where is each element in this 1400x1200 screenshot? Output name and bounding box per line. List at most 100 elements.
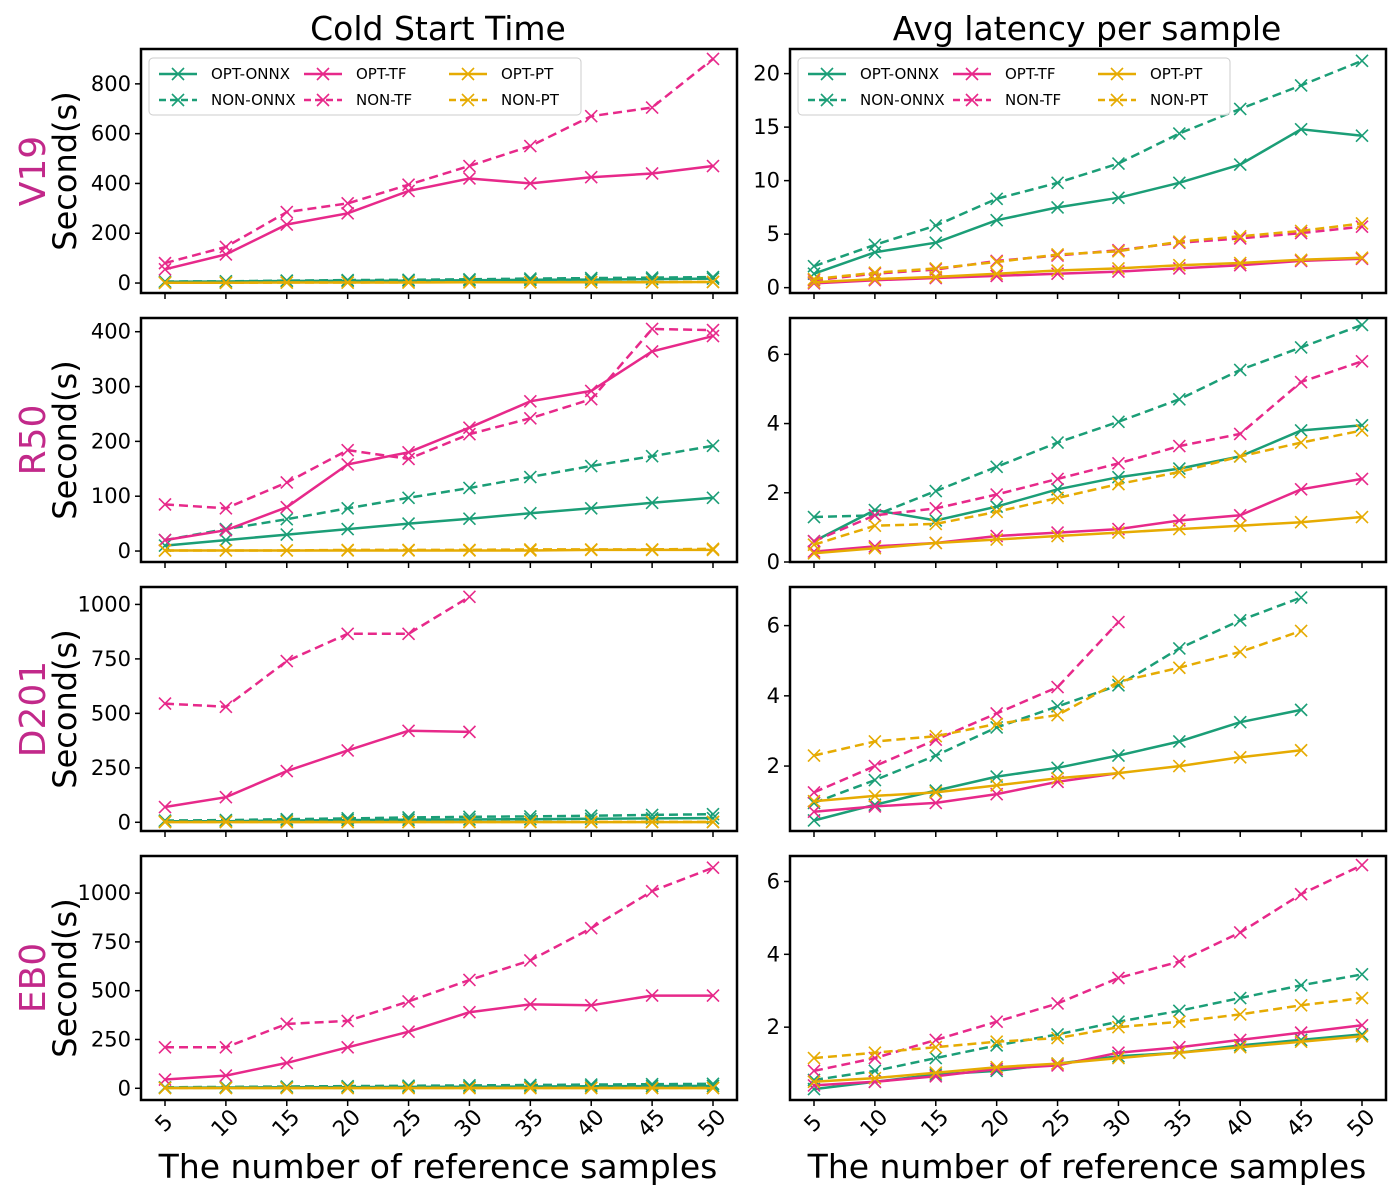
data-point [219,533,233,547]
series-non-pt [807,216,1369,286]
x-tick-label: 10 [207,1105,244,1142]
legend-label: OPT-PT [501,65,554,83]
data-point [158,262,172,276]
series-non-pt [158,815,720,829]
data-point [990,267,1004,281]
data-point [645,989,659,1003]
data-point [990,460,1004,474]
data-point [1050,1057,1065,1071]
data-point [462,1005,477,1019]
data-point [584,459,598,473]
data-point [929,1066,943,1080]
data-point [1294,122,1308,136]
data-point [462,481,477,495]
y-tick-label: 4 [767,942,780,966]
series-opt-tf [807,472,1369,559]
data-point [280,813,294,828]
data-point [584,809,598,823]
data-point [280,500,294,514]
series-line-non-pt [165,280,714,285]
data-point [280,273,294,288]
y-tick-label: 200 [91,429,131,453]
series-non-pt [158,542,720,558]
y-axis-label: Second(s) [46,629,84,788]
row-label-r50: R50 [13,405,54,476]
x-axis-label-right: The number of reference samples [807,1147,1367,1186]
data-point [341,627,355,641]
data-point [584,815,598,829]
data-point [462,159,477,173]
data-point [1050,247,1065,262]
y-tick-label: 20 [753,62,780,86]
series-line-non-tf [813,863,1363,1073]
data-point [1050,491,1065,505]
series-line-non-tf [813,360,1363,543]
series-line-opt-pt [813,256,1363,284]
data-point [158,813,172,828]
data-point [1355,1018,1369,1032]
series-non-pt [807,991,1369,1065]
panel-d201-avg-latency: 2 4 6 [767,585,1388,837]
legend-marker [820,93,834,107]
series-line-non-pt [813,429,1363,546]
data-point [929,501,943,515]
data-point [280,205,294,219]
x-tick-label: 15 [917,1105,954,1142]
data-point [1355,472,1369,486]
data-point [706,275,720,289]
y-tick-label: 4 [767,684,780,708]
data-point [462,590,477,604]
data-point [584,170,598,184]
data-point [1111,678,1126,692]
data-point [1294,743,1308,757]
data-point [1050,1031,1065,1045]
data-point [1233,1040,1247,1054]
legend-label: NON-PT [1150,91,1209,109]
data-point [280,815,294,829]
data-point [1172,661,1186,675]
data-point [158,1081,172,1095]
data-point [280,512,294,526]
row-label-d201: D201 [13,661,54,757]
series-non-onnx [807,590,1308,810]
data-point [645,1079,659,1093]
y-tick-label: 6 [767,869,780,893]
data-point [1233,613,1247,627]
data-point [929,484,943,498]
y-tick-label: 6 [767,342,780,366]
data-point [1172,258,1186,272]
data-point [1111,191,1126,205]
legend-item-opt-onnx: OPT-ONNX [159,65,290,83]
x-tick-label: 10 [856,1105,893,1142]
series-non-pt [807,624,1308,763]
data-point [990,255,1004,269]
x-tick-label: 50 [694,1105,731,1142]
series-non-tf [807,858,1369,1078]
data-point [868,238,882,252]
series-line-opt-onnx [813,128,1363,275]
y-tick-label: 0 [118,271,131,295]
series-opt-pt [807,1029,1369,1089]
data-point [523,411,537,425]
data-point [807,1051,821,1065]
series-non-onnx [807,54,1369,273]
data-point [158,276,172,290]
x-tick-label: 30 [1099,1105,1136,1142]
data-point [280,275,294,290]
data-point [990,269,1004,283]
data-point [868,539,882,553]
data-point [523,506,537,520]
data-point [1111,244,1126,258]
data-point [1294,224,1308,238]
data-point [1294,482,1308,496]
data-point [1172,1004,1186,1018]
data-point [1233,645,1247,659]
series-non-tf [158,590,477,714]
data-point [401,273,416,287]
series-line-opt-pt [813,1035,1363,1084]
y-tick-label: 400 [91,171,131,195]
data-point [929,1051,943,1065]
data-point [807,538,821,552]
